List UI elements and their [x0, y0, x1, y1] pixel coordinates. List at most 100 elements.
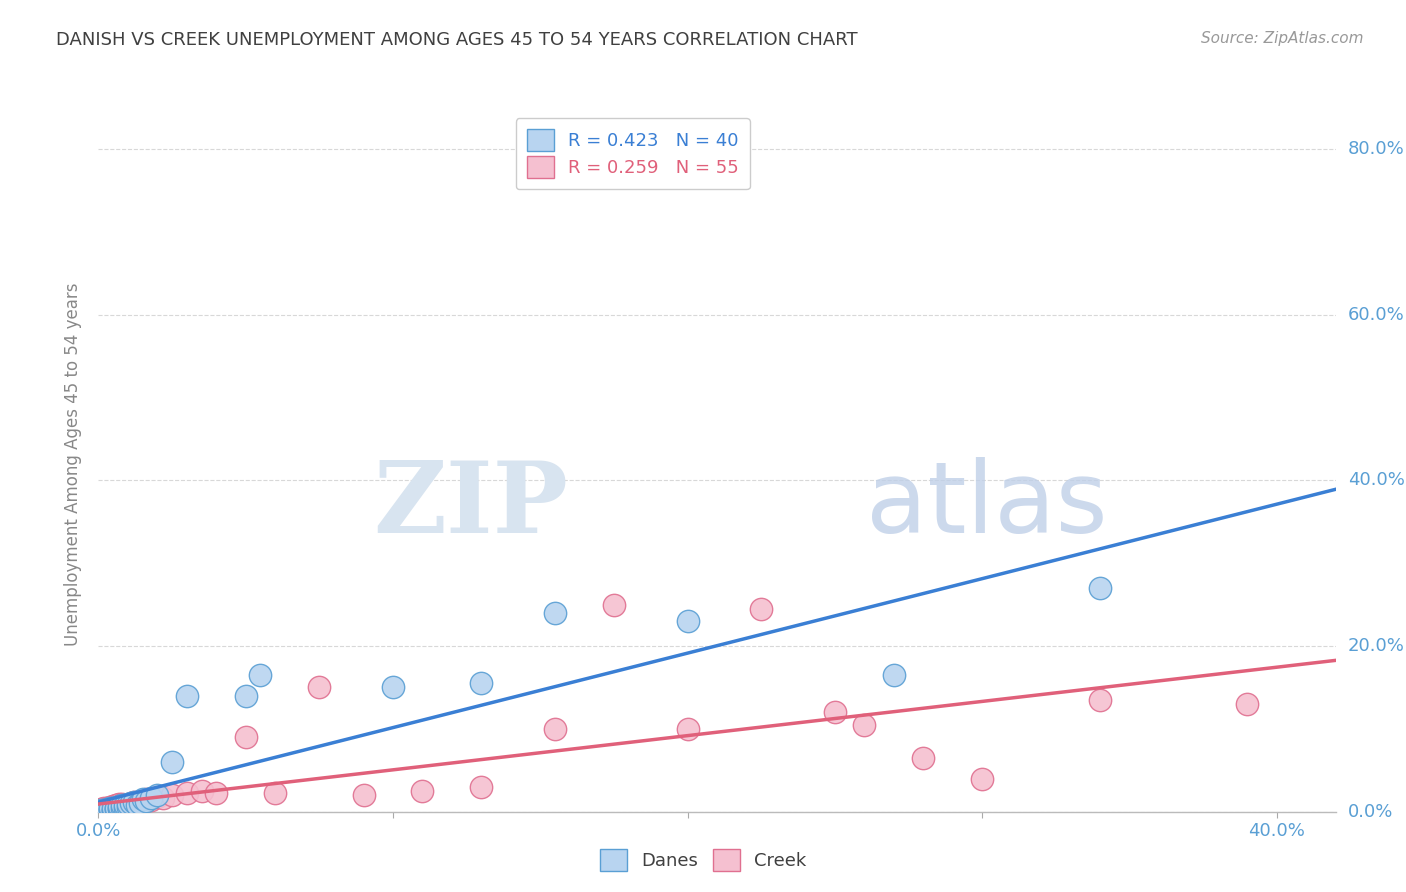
- Legend: R = 0.423   N = 40, R = 0.259   N = 55: R = 0.423 N = 40, R = 0.259 N = 55: [516, 118, 749, 189]
- Point: [98, 801, 121, 815]
- Point: [93, 803, 115, 817]
- Text: Source: ZipAtlas.com: Source: ZipAtlas.com: [1201, 31, 1364, 46]
- Point: [90, 804, 112, 818]
- Point: [96, 804, 118, 818]
- Point: [131, 794, 153, 808]
- Point: [235, 730, 257, 744]
- Text: 40.0%: 40.0%: [1348, 471, 1405, 490]
- Point: [114, 800, 136, 814]
- Point: [190, 784, 212, 798]
- Point: [111, 799, 134, 814]
- Point: [749, 602, 772, 616]
- Point: [120, 797, 142, 811]
- Point: [122, 795, 145, 809]
- Point: [105, 798, 128, 813]
- Point: [411, 784, 433, 798]
- Point: [176, 689, 198, 703]
- Point: [93, 801, 115, 815]
- Point: [93, 804, 115, 818]
- Point: [128, 796, 150, 810]
- Point: [114, 800, 136, 814]
- Point: [128, 797, 150, 811]
- Point: [353, 788, 375, 802]
- Point: [105, 800, 128, 814]
- Point: [101, 804, 124, 818]
- Text: 80.0%: 80.0%: [1348, 140, 1405, 158]
- Point: [101, 803, 124, 817]
- Point: [853, 717, 876, 731]
- Text: ZIP: ZIP: [374, 457, 568, 554]
- Point: [105, 800, 128, 814]
- Point: [470, 676, 492, 690]
- Point: [141, 791, 163, 805]
- Point: [111, 801, 134, 815]
- Text: 60.0%: 60.0%: [1348, 306, 1405, 324]
- Point: [96, 804, 118, 818]
- Point: [117, 799, 139, 814]
- Text: DANISH VS CREEK UNEMPLOYMENT AMONG AGES 45 TO 54 YEARS CORRELATION CHART: DANISH VS CREEK UNEMPLOYMENT AMONG AGES …: [56, 31, 858, 49]
- Point: [264, 787, 287, 801]
- Point: [105, 803, 128, 817]
- Point: [105, 801, 128, 815]
- Point: [101, 801, 124, 815]
- Text: atlas: atlas: [866, 457, 1107, 554]
- Point: [108, 797, 131, 812]
- Point: [90, 802, 112, 816]
- Point: [96, 802, 118, 816]
- Point: [249, 668, 271, 682]
- Point: [105, 802, 128, 816]
- Point: [111, 797, 134, 812]
- Point: [98, 803, 121, 817]
- Point: [160, 788, 183, 802]
- Point: [114, 798, 136, 813]
- Point: [470, 780, 492, 794]
- Y-axis label: Unemployment Among Ages 45 to 54 years: Unemployment Among Ages 45 to 54 years: [65, 282, 83, 646]
- Point: [122, 795, 145, 809]
- Point: [883, 668, 905, 682]
- Point: [676, 614, 699, 628]
- Point: [111, 802, 134, 816]
- Point: [125, 797, 148, 812]
- Point: [235, 689, 257, 703]
- Point: [108, 800, 131, 814]
- Point: [98, 799, 121, 814]
- Point: [146, 789, 169, 804]
- Point: [114, 798, 136, 813]
- Point: [98, 803, 121, 817]
- Point: [101, 801, 124, 815]
- Point: [1236, 697, 1258, 711]
- Point: [117, 797, 139, 812]
- Point: [1088, 693, 1111, 707]
- Text: 0.0%: 0.0%: [1348, 803, 1393, 821]
- Point: [108, 799, 131, 814]
- Point: [117, 799, 139, 814]
- Text: 20.0%: 20.0%: [1348, 637, 1405, 655]
- Point: [108, 802, 131, 816]
- Point: [96, 802, 118, 816]
- Point: [120, 797, 142, 811]
- Point: [676, 722, 699, 736]
- Point: [108, 801, 131, 815]
- Point: [308, 681, 330, 695]
- Point: [101, 799, 124, 814]
- Point: [544, 722, 567, 736]
- Point: [912, 751, 935, 765]
- Point: [108, 799, 131, 814]
- Point: [111, 798, 134, 813]
- Point: [90, 803, 112, 817]
- Point: [544, 606, 567, 620]
- Point: [205, 786, 228, 800]
- Point: [152, 790, 174, 805]
- Point: [101, 803, 124, 817]
- Point: [117, 801, 139, 815]
- Point: [135, 792, 157, 806]
- Point: [824, 706, 846, 720]
- Point: [141, 793, 163, 807]
- Point: [160, 755, 183, 769]
- Point: [972, 772, 994, 786]
- Point: [131, 792, 153, 806]
- Point: [176, 787, 198, 801]
- Point: [146, 788, 169, 802]
- Point: [135, 794, 157, 808]
- Point: [1088, 581, 1111, 595]
